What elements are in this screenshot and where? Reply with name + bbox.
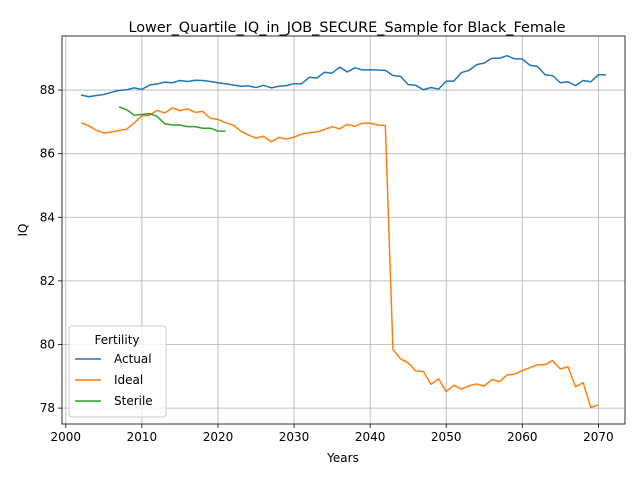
- x-tick-label: 2020: [203, 430, 234, 444]
- y-tick-label: 80: [40, 337, 55, 351]
- x-tick-label: 2060: [507, 430, 538, 444]
- y-axis-ticks: 78 80 82 84 86 88: [40, 83, 62, 415]
- y-axis-label: IQ: [16, 224, 30, 237]
- y-tick-label: 84: [40, 210, 55, 224]
- series-line-ideal: [80, 107, 599, 409]
- x-tick-label: 2050: [431, 430, 462, 444]
- series-line-actual: [80, 54, 606, 98]
- series-lines: [80, 54, 606, 409]
- x-tick-label: 2010: [127, 430, 158, 444]
- series-line-sterile: [118, 106, 226, 132]
- x-tick-label: 2000: [51, 430, 82, 444]
- x-tick-label: 2040: [355, 430, 386, 444]
- plot-frame: [61, 35, 626, 425]
- y-tick-label: 86: [40, 147, 55, 161]
- legend-items: Actual Ideal Sterile: [75, 352, 153, 408]
- legend-box: [68, 325, 167, 418]
- legend-label-actual: Actual: [114, 352, 152, 366]
- x-tick-label: 2030: [279, 430, 310, 444]
- x-axis-label: Years: [326, 451, 359, 465]
- legend: Fertility Actual Ideal Sterile: [68, 325, 167, 418]
- legend-label-sterile: Sterile: [114, 394, 153, 408]
- legend-label-ideal: Ideal: [114, 373, 143, 387]
- y-tick-label: 78: [40, 401, 55, 415]
- y-tick-label: 82: [40, 274, 55, 288]
- legend-title: Fertility: [94, 333, 139, 347]
- y-tick-label: 88: [40, 83, 55, 97]
- x-tick-label: 2070: [583, 430, 614, 444]
- x-axis-ticks: 2000 2010 2020 2030 2040 2050 2060 2070: [51, 424, 614, 444]
- chart-title: Lower_Quartile_IQ_in_JOB_SECURE_Sample f…: [128, 20, 565, 36]
